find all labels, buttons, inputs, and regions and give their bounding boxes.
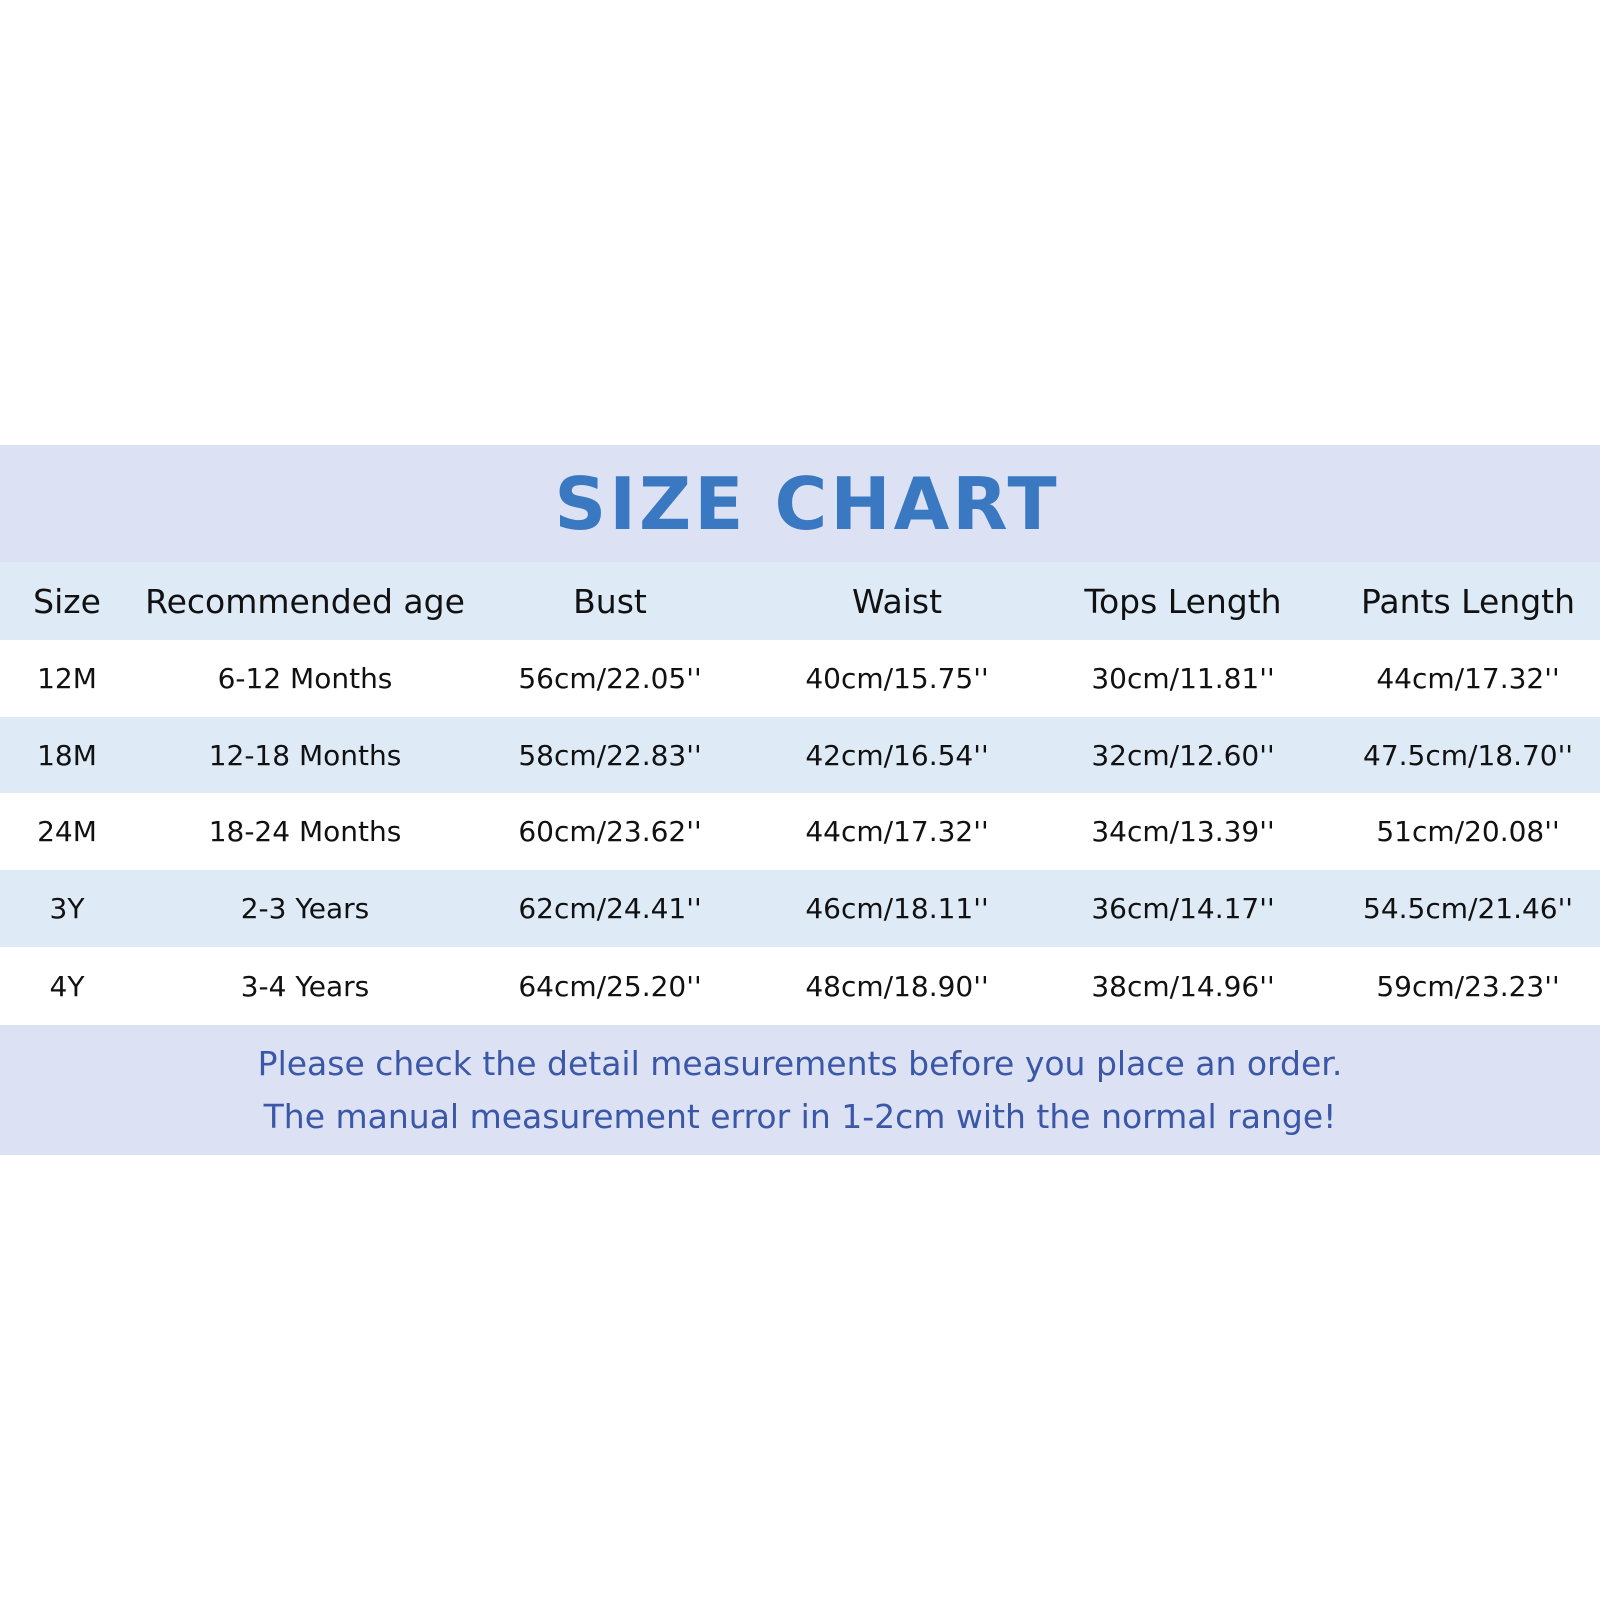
- table-cell: 30cm/11.81'': [1091, 662, 1275, 695]
- header-cell: Bust: [573, 581, 647, 621]
- footer-line-1: Please check the detail measurements bef…: [257, 1044, 1343, 1083]
- title-band: SIZE CHART: [0, 445, 1600, 562]
- table-cell: 56cm/22.05'': [518, 662, 702, 695]
- table-cell: 12M: [37, 662, 97, 695]
- table-cell: 38cm/14.96'': [1091, 969, 1275, 1003]
- table-cell: 32cm/12.60'': [1091, 738, 1275, 772]
- table-row: 18M 12-18 Months 58cm/22.83'' 42cm/16.54'' 3…: [0, 717, 1600, 793]
- header-cell: Tops Length: [1084, 581, 1282, 621]
- table-row: 24M 18-24 Months 60cm/23.62'' 44cm/17.32'' 3…: [0, 793, 1600, 870]
- table-cell: 3Y: [49, 892, 85, 925]
- table-cell: 59cm/23.23'': [1376, 969, 1560, 1003]
- table-row: 4Y 3-4 Years 64cm/25.20'' 48cm/18.90'' 38cm/…: [0, 947, 1600, 1025]
- table-cell: 4Y: [49, 969, 85, 1003]
- footer-note: Please check the detail measurements bef…: [0, 1025, 1600, 1155]
- header-cell: Size: [33, 581, 101, 621]
- table-cell: 48cm/18.90'': [805, 969, 989, 1003]
- table-header: Size Recommended age Bust Waist Tops Length P…: [0, 562, 1600, 640]
- table-cell: 64cm/25.20'': [518, 969, 702, 1003]
- table-cell: 46cm/18.11'': [805, 892, 989, 925]
- table-cell: 60cm/23.62'': [518, 815, 702, 848]
- table-cell: 58cm/22.83'': [518, 738, 702, 772]
- table-cell: 54.5cm/21.46'': [1363, 892, 1573, 925]
- table-cell: 18-24 Months: [208, 815, 402, 848]
- table-cell: 12-18 Months: [208, 738, 402, 772]
- table-cell: 44cm/17.32'': [1376, 662, 1560, 695]
- table-cell: 47.5cm/18.70'': [1363, 738, 1573, 772]
- table-cell: 36cm/14.17'': [1091, 892, 1275, 925]
- table-cell: 40cm/15.75'': [805, 662, 989, 695]
- table-cell: 62cm/24.41'': [518, 892, 702, 925]
- table-cell: 42cm/16.54'': [805, 738, 989, 772]
- header-cell: Pants Length: [1360, 581, 1576, 621]
- table-row: 3Y 2-3 Years 62cm/24.41'' 46cm/18.11'' 36cm/…: [0, 870, 1600, 947]
- table-cell: 3-4 Years: [240, 969, 370, 1003]
- table-cell: 51cm/20.08'': [1376, 815, 1560, 848]
- table-cell: 6-12 Months: [217, 662, 393, 695]
- table-cell: 44cm/17.32'': [805, 815, 989, 848]
- table-cell: 24M: [37, 815, 97, 848]
- table-cell: 2-3 Years: [240, 892, 370, 925]
- header-cell: Waist: [851, 581, 943, 621]
- page-title: SIZE CHART: [554, 461, 1060, 546]
- footer-line-2: The manual measurement error in 1-2cm wi…: [263, 1097, 1337, 1136]
- table-cell: 34cm/13.39'': [1091, 815, 1275, 848]
- table-cell: 18M: [37, 738, 97, 772]
- header-cell: Recommended age: [145, 581, 465, 621]
- table-row: 12M 6-12 Months 56cm/22.05'' 40cm/15.75'' 30…: [0, 640, 1600, 717]
